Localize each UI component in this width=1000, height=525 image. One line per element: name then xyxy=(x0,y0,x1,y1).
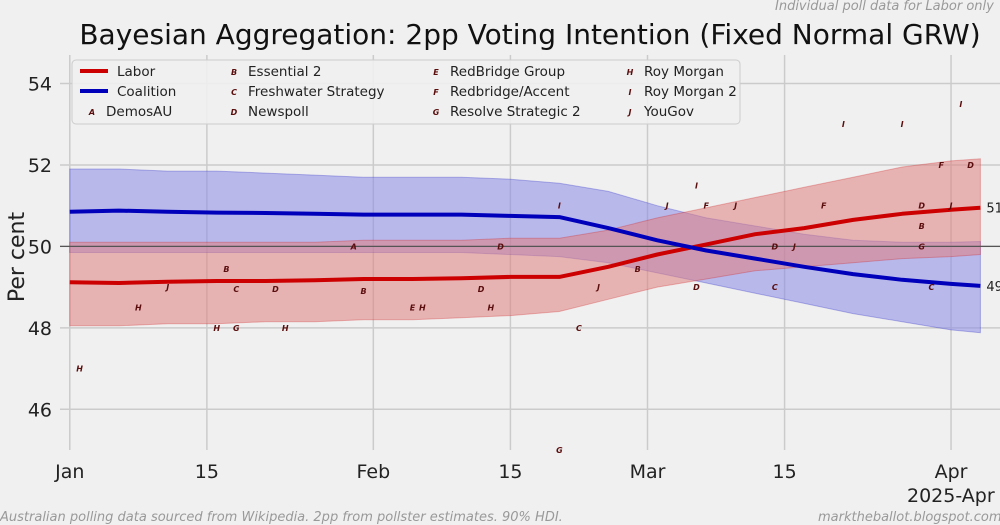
poll-point: D xyxy=(918,202,925,211)
poll-point: B xyxy=(223,265,229,274)
x-tick-label: 15 xyxy=(498,461,522,483)
x-tick-label: Feb xyxy=(357,461,391,483)
poll-point: D xyxy=(771,242,778,251)
y-tick-label: 48 xyxy=(28,318,52,340)
top-note: Individual poll data for Labor only xyxy=(775,0,994,14)
x-tick-label: 15 xyxy=(772,461,796,483)
legend-marker: I xyxy=(629,88,632,97)
poll-point: F xyxy=(821,202,827,211)
poll-point: H xyxy=(282,324,289,333)
poll-point: D xyxy=(497,242,504,251)
poll-point: H xyxy=(213,324,220,333)
legend-marker: D xyxy=(231,108,238,117)
legend-label: Resolve Strategic 2 xyxy=(450,104,581,120)
poll-point: H xyxy=(135,303,142,312)
poll-point: D xyxy=(967,161,974,170)
poll-point: J xyxy=(791,242,796,251)
x-tick-label: 15 xyxy=(195,461,219,483)
poll-point: C xyxy=(772,283,778,292)
y-tick-label: 50 xyxy=(28,236,52,258)
poll-point: I xyxy=(842,120,845,129)
legend-label: Roy Morgan 2 xyxy=(644,84,737,100)
legend-box xyxy=(71,59,741,125)
legend-label: Newspoll xyxy=(248,104,309,120)
poll-point: F xyxy=(704,202,710,211)
legend-label: YouGov xyxy=(643,104,694,120)
x-tick-label: Apr xyxy=(935,461,968,483)
poll-point: I xyxy=(558,202,561,211)
poll-point: G xyxy=(918,242,925,251)
poll-point: I xyxy=(959,100,962,109)
poll-point: I xyxy=(695,181,698,190)
x-tick-label: Mar xyxy=(630,461,666,483)
legend-label: RedBridge Group xyxy=(450,64,565,80)
footer-left: Australian polling data sourced from Wik… xyxy=(0,510,563,525)
legend-label-coalition: Coalition xyxy=(117,84,176,100)
poll-point: C xyxy=(233,285,239,294)
legend-marker: J xyxy=(627,108,632,117)
poll-point: H xyxy=(419,303,426,312)
poll-point: I xyxy=(901,120,904,129)
x-tick-label: Jan xyxy=(54,461,84,483)
footer-right: marktheballot.blogspot.com xyxy=(818,510,1000,525)
band-labor xyxy=(69,158,981,327)
poll-point: G xyxy=(233,324,240,333)
y-tick-label: 54 xyxy=(28,74,52,96)
poll-point: F xyxy=(939,161,945,170)
y-tick-label: 52 xyxy=(28,155,52,177)
poll-point: B xyxy=(919,222,925,231)
chart-title: Bayesian Aggregation: 2pp Voting Intenti… xyxy=(79,18,980,51)
y-axis-label: Per cent xyxy=(5,212,30,303)
end-label-labor: 51 xyxy=(986,202,1000,217)
poll-point: D xyxy=(272,285,279,294)
poll-point: H xyxy=(76,365,83,374)
legend-label: Roy Morgan xyxy=(644,64,724,80)
series-line-coalition xyxy=(69,208,981,288)
legend-marker: G xyxy=(433,108,440,117)
poll-point: G xyxy=(556,446,563,455)
poll-point: D xyxy=(478,285,485,294)
poll-point: D xyxy=(693,283,700,292)
poll-point: J xyxy=(664,202,669,211)
legend-marker: H xyxy=(627,68,634,77)
legend-label-labor: Labor xyxy=(117,64,156,80)
plot-area: 46 48 50 52 54 Jan 15 Feb 15 Mar 15 Apr 51 49 H H J H B C G D… xyxy=(28,55,1000,483)
poll-point: C xyxy=(576,324,582,333)
legend-marker: B xyxy=(231,68,237,77)
legend-label: Redbridge/Accent xyxy=(450,84,570,100)
legend-label: DemosAU xyxy=(106,104,172,120)
end-label-coalition: 49 xyxy=(986,280,1000,295)
legend-marker: A xyxy=(88,108,95,117)
y-tick-label: 46 xyxy=(28,399,52,421)
poll-point: J xyxy=(948,202,953,211)
poll-point: B xyxy=(635,265,641,274)
poll-point: A xyxy=(350,242,357,251)
legend-label: Freshwater Strategy xyxy=(248,84,385,100)
series-line-labor xyxy=(69,205,981,285)
poll-point: E xyxy=(410,303,416,312)
poll-point: C xyxy=(929,283,935,292)
legend-marker: F xyxy=(433,88,439,97)
legend: Labor Coalition A DemosAU B Essential 2 C Fresh… xyxy=(71,59,741,125)
legend-marker: C xyxy=(231,88,237,97)
poll-point: H xyxy=(487,303,494,312)
poll-point: J xyxy=(164,283,169,292)
poll-point: B xyxy=(360,287,366,296)
legend-label: Essential 2 xyxy=(248,64,321,80)
poll-point: J xyxy=(595,283,600,292)
x-offset-label: 2025-Apr xyxy=(907,485,995,507)
legend-marker: E xyxy=(433,68,439,77)
poll-point: J xyxy=(732,202,737,211)
